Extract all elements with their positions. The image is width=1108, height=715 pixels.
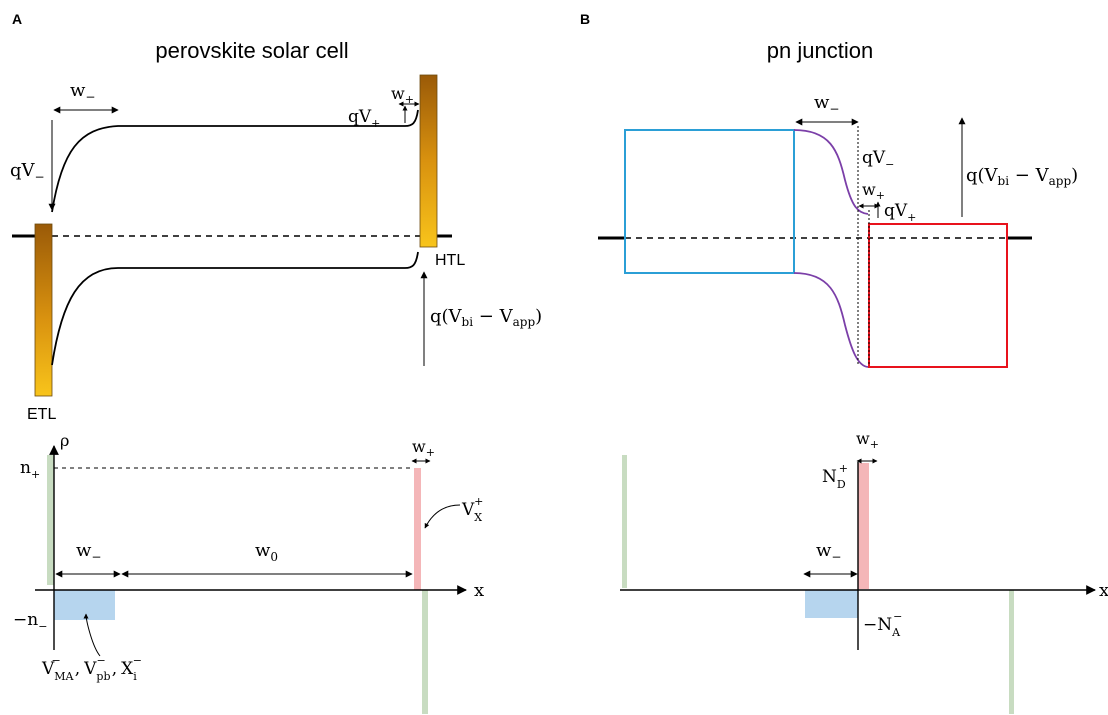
w-plus-bottom-label-b: w+: [856, 429, 879, 451]
panel-a-title: perovskite solar cell: [155, 38, 348, 63]
positive-charge-region: [414, 468, 421, 590]
acceptor-charge-region: [805, 590, 858, 618]
w0-label: w0: [255, 540, 278, 564]
x-axis-label-b: x: [1099, 580, 1108, 601]
ion-bar-right-b: [1009, 590, 1014, 714]
etl-electrode: [34, 223, 53, 397]
htl-label: HTL: [435, 252, 465, 269]
w-minus-bottom-label: w−: [76, 540, 101, 564]
etl-label: ETL: [27, 406, 56, 423]
pn-conduction-band: [793, 129, 869, 215]
n-region-box: [624, 129, 795, 274]
na-label: −NA−: [863, 610, 902, 639]
w-plus-bottom-label: w+: [412, 437, 435, 459]
qv-minus-label: qV−: [10, 160, 45, 184]
rho-label: ρ: [60, 431, 69, 450]
nd-label: ND+: [822, 462, 848, 491]
vx-annotation-arrow: [424, 504, 461, 529]
panel-b: B pn junction w− qV− w+ qV+ q(Vbi − Vapp…: [580, 11, 1108, 714]
panel-b-title: pn junction: [767, 38, 873, 63]
pn-valence-band: [793, 272, 869, 368]
vx-label: VX+: [461, 495, 483, 524]
panel-a-letter: A: [12, 11, 22, 27]
species-label: VMA−, Vpb−, Xi−: [41, 654, 142, 683]
x-axis-label-a: x: [474, 580, 484, 601]
n-plus-label: n+: [20, 458, 40, 481]
species-annotation-arrow: [83, 613, 101, 657]
qv-plus-label: qV+: [348, 107, 380, 130]
conduction-band-curve: [51, 109, 419, 213]
qv-minus-label-b: qV−: [862, 148, 894, 171]
valence-band-curve: [51, 251, 419, 366]
w-minus-bottom-label-b: w−: [816, 540, 841, 564]
ion-bar-right: [422, 590, 428, 714]
panel-a: A perovskite solar cell ETL HTL w− qV− w…: [10, 11, 542, 714]
ion-bar-left-b: [622, 455, 627, 588]
p-region-box: [868, 223, 1008, 368]
donor-charge-region: [858, 463, 869, 589]
panel-b-letter: B: [580, 11, 590, 27]
bias-label: q(Vbi − Vapp): [430, 306, 542, 329]
w-plus-top-label-b: w+: [862, 180, 885, 202]
negative-charge-region: [54, 590, 115, 620]
w-minus-top-label-b: w−: [814, 92, 839, 116]
w-minus-top-label: w−: [70, 80, 95, 104]
w-plus-top-label: w+: [391, 84, 414, 106]
qv-plus-label-b: qV+: [884, 201, 916, 224]
ion-bar-left: [47, 455, 54, 585]
htl-electrode: [419, 74, 438, 248]
n-minus-label: −n−: [13, 610, 47, 633]
bias-label-b: q(Vbi − Vapp): [966, 165, 1078, 188]
